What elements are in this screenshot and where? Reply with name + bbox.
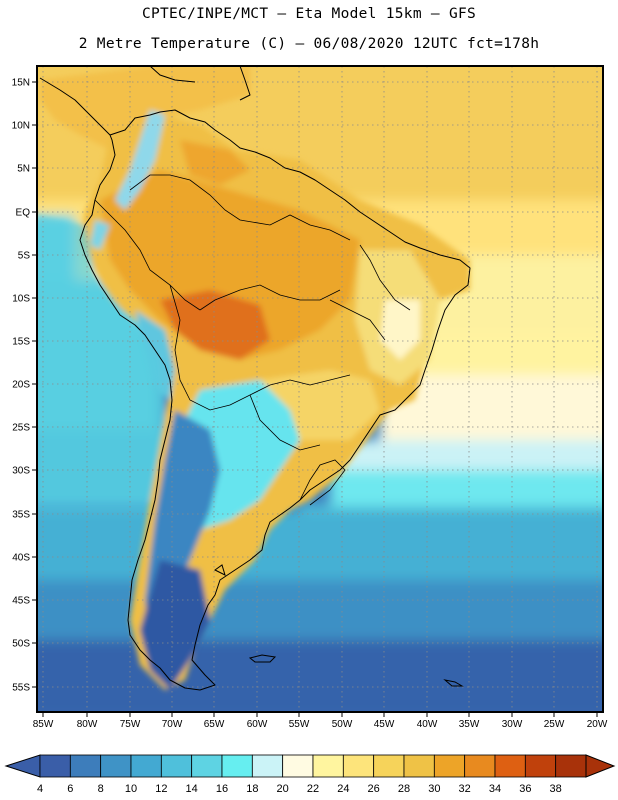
map-subtitle: 2 Metre Temperature (C) – 06/08/2020 12U…: [78, 36, 540, 52]
colorbar-label: 28: [398, 783, 410, 795]
colorbar-swatch: [464, 754, 496, 778]
map-frame: [36, 65, 604, 713]
lat-label: 15S: [12, 337, 30, 348]
colorbar-swatch: [130, 754, 162, 778]
lat-label: 20S: [12, 380, 30, 391]
lon-label: 40W: [417, 719, 438, 730]
coastlines: [39, 66, 471, 691]
lat-label: 45S: [12, 596, 30, 607]
colorbar-label: 10: [125, 783, 137, 795]
lon-label: 80W: [77, 719, 98, 730]
colorbar-swatch: [373, 754, 405, 778]
lon-label: 85W: [33, 719, 54, 730]
colorbar-swatch: [191, 754, 223, 778]
colorbar-swatch: [100, 754, 132, 778]
temperature-field: [37, 66, 603, 712]
colorbar-swatch: [403, 754, 435, 778]
colorbar-label: 30: [428, 783, 440, 795]
lon-label: 45W: [374, 719, 395, 730]
colorbar-label: 32: [459, 783, 471, 795]
lon-label: 60W: [247, 719, 268, 730]
colorbar-label: 34: [489, 783, 501, 795]
lon-label: 55W: [289, 719, 310, 730]
colorbar-label: 14: [186, 783, 198, 795]
lon-label: 75W: [120, 719, 141, 730]
colorbar-label: 20: [277, 783, 289, 795]
colorbar-swatch: [251, 754, 284, 778]
colorbar-swatch: [160, 754, 193, 778]
lat-label: 25S: [12, 423, 30, 434]
colorbar-swatch: [524, 754, 557, 778]
colorbar-label: 6: [67, 783, 73, 795]
colorbar-swatch: [555, 754, 587, 778]
colorbar-label: 26: [368, 783, 380, 795]
colorbar-label: 38: [550, 783, 562, 795]
lat-label: 10N: [12, 121, 30, 132]
colorbar-swatch: [221, 754, 253, 778]
lon-label: 25W: [544, 719, 565, 730]
lat-label: EQ: [16, 208, 31, 219]
colorbar-swatch: [312, 754, 344, 778]
temperature-colorbar: 4 6 8 10 12 14 16 18 20 22 24 26 28 30 32 34 36 38: [4, 754, 616, 795]
lat-label: 40S: [12, 553, 30, 564]
lat-label: 5S: [18, 251, 31, 262]
colorbar-label: 24: [337, 783, 349, 795]
longitude-axis: 85W 80W 75W 70W 65W 60W 55W 50W 45W 40W 35W 30W 25W 2…: [33, 712, 608, 730]
colorbar-swatch: [282, 754, 314, 778]
lat-label: 50S: [12, 639, 30, 650]
lat-label: 5N: [17, 164, 30, 175]
lon-label: 65W: [204, 719, 225, 730]
lat-label: 30S: [12, 466, 30, 477]
lon-label: 35W: [459, 719, 480, 730]
colorbar-label: 12: [155, 783, 167, 795]
colorbar-label: 18: [246, 783, 258, 795]
colorbar-swatch: [494, 754, 526, 778]
country-borders: [94, 174, 411, 506]
colorbar-label: 22: [307, 783, 319, 795]
lon-label: 30W: [502, 719, 523, 730]
colorbar-high-arrow: [585, 754, 616, 778]
colorbar-label: 4: [37, 783, 43, 795]
lon-label: 70W: [162, 719, 183, 730]
lat-label: 35S: [12, 510, 30, 521]
latitude-axis: 15N 10N 5N EQ 5S 10S 15S 20S 25S 30S 35S 40S 45S 50S 5…: [12, 78, 37, 694]
colorbar-label: 8: [98, 783, 104, 795]
lon-label: 50W: [332, 719, 353, 730]
colorbar-swatch: [39, 754, 71, 778]
colorbar-label: 16: [216, 783, 228, 795]
colorbar-low-arrow: [4, 754, 41, 778]
colorbar-swatch: [69, 754, 102, 778]
colorbar-swatch: [342, 754, 375, 778]
map-title: CPTEC/INPE/MCT – Eta Model 15km – GFS: [141, 6, 477, 22]
colorbar-swatch: [433, 754, 466, 778]
lat-label: 15N: [12, 78, 30, 89]
lon-label: 20W: [587, 719, 608, 730]
lat-label: 10S: [12, 294, 30, 305]
lat-label: 55S: [12, 683, 30, 694]
colorbar-label: 36: [519, 783, 531, 795]
